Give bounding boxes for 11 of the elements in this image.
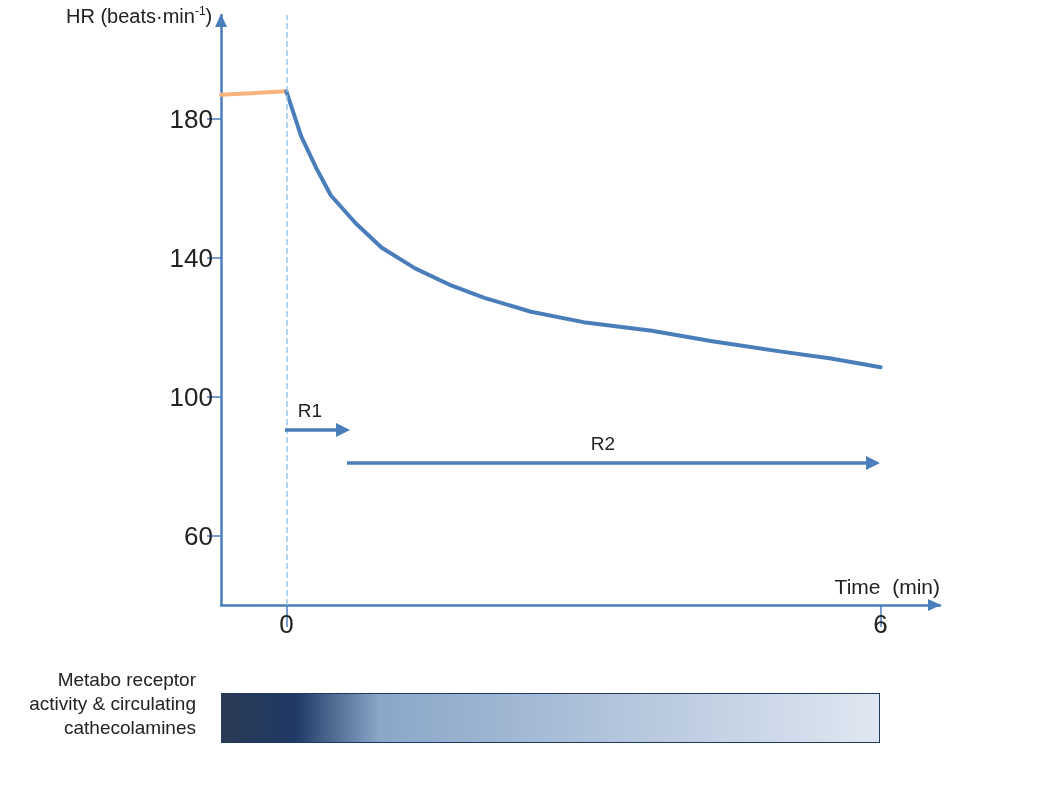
y-tick-label: 180 <box>169 104 213 135</box>
text: Metabo receptor activity & circulating cathecolamines <box>28 668 196 740</box>
y-tick-label: 100 <box>169 381 213 412</box>
annotation: R2 <box>590 433 616 454</box>
y-tick-label: 140 <box>169 242 213 273</box>
annotation: R1 <box>297 400 323 421</box>
x-tick-label: 6 <box>873 609 888 639</box>
x-tick-label: 0 <box>279 609 294 639</box>
y-tick-label: 60 <box>184 520 213 551</box>
line-series <box>284 89 883 370</box>
x-axis-title: Time (min) <box>834 575 940 598</box>
